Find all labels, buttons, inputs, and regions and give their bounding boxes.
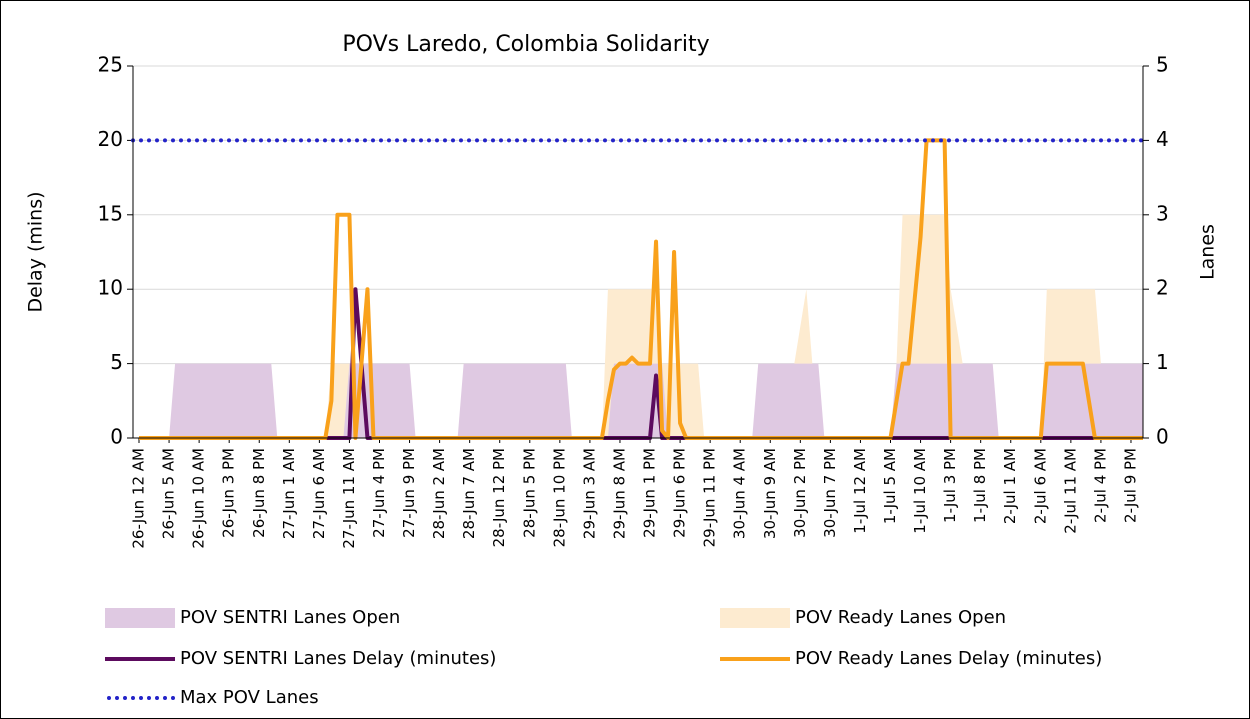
y2-tick-label: 0	[1156, 425, 1169, 449]
legend-label: POV SENTRI Lanes Open	[180, 607, 400, 628]
x-tick-label: 28-Jun 5 PM	[520, 448, 538, 538]
x-tick-label: 26-Jun 12 AM	[130, 448, 148, 549]
legend-label: Max POV Lanes	[180, 687, 319, 708]
x-tick-label: 30-Jun 9 AM	[761, 448, 779, 539]
x-tick-label: 28-Jun 10 PM	[550, 448, 568, 547]
x-tick-label: 28-Jun 12 PM	[490, 448, 508, 547]
x-tick-label: 28-Jun 7 AM	[460, 448, 478, 539]
area	[139, 214, 1143, 438]
x-tick-label: 2-Jul 6 AM	[1031, 448, 1049, 524]
x-tick-label: 1-Jul 5 AM	[881, 448, 899, 524]
legend-swatch	[105, 608, 175, 628]
legend-swatch	[720, 608, 790, 628]
x-tick-label: 29-Jun 1 PM	[641, 448, 659, 538]
y2-tick-label: 3	[1156, 201, 1169, 225]
x-tick-label: 29-Jun 8 AM	[610, 448, 628, 539]
x-tick-label: 26-Jun 10 AM	[190, 448, 208, 549]
chart-title: POVs Laredo, Colombia Solidarity	[342, 32, 709, 57]
y2-tick-label: 4	[1156, 127, 1169, 151]
x-tick-label: 27-Jun 11 AM	[340, 448, 358, 549]
x-tick-label: 26-Jun 3 PM	[220, 448, 238, 538]
x-tick-label: 2-Jul 11 AM	[1061, 448, 1079, 534]
x-tick-label: 1-Jul 3 PM	[941, 448, 959, 523]
x-tick-label: 2-Jul 1 AM	[1001, 448, 1019, 524]
x-tick-label: 27-Jun 4 PM	[370, 448, 388, 538]
line	[139, 138, 1143, 440]
y-tick-label: 5	[110, 350, 123, 374]
x-tick-label: 30-Jun 4 AM	[731, 448, 749, 539]
y-axis-label: Delay (mins)	[25, 191, 47, 312]
x-tick-label: 1-Jul 12 AM	[851, 448, 869, 534]
x-tick-label: 28-Jun 2 AM	[430, 448, 448, 539]
x-tick-label: 1-Jul 8 PM	[971, 448, 989, 523]
legend-label: POV SENTRI Lanes Delay (minutes)	[180, 648, 496, 669]
x-tick-label: 29-Jun 11 PM	[701, 448, 719, 547]
y2-axis-label: Lanes	[1197, 224, 1219, 280]
x-tick-label: 1-Jul 10 AM	[911, 448, 929, 534]
x-tick-label: 26-Jun 8 PM	[250, 448, 268, 538]
legend-label: POV Ready Lanes Open	[795, 607, 1006, 628]
y-tick-label: 20	[98, 127, 123, 151]
x-tick-label: 26-Jun 5 AM	[160, 448, 178, 539]
x-tick-label: 30-Jun 2 PM	[791, 448, 809, 538]
x-tick-label: 29-Jun 6 PM	[671, 448, 689, 538]
x-tick-label: 27-Jun 1 AM	[280, 448, 298, 539]
legend-label: POV Ready Lanes Delay (minutes)	[795, 648, 1102, 669]
x-tick-label: 27-Jun 9 PM	[400, 448, 418, 538]
y-tick-label: 10	[98, 276, 123, 300]
y-tick-label: 0	[110, 425, 123, 449]
x-tick-label: 27-Jun 6 AM	[310, 448, 328, 539]
x-tick-label: 2-Jul 4 PM	[1091, 448, 1109, 523]
y-tick-label: 25	[98, 53, 123, 77]
y2-tick-label: 1	[1156, 350, 1169, 374]
y2-tick-label: 2	[1156, 276, 1169, 300]
x-tick-label: 2-Jul 9 PM	[1121, 448, 1139, 523]
y-tick-label: 15	[98, 201, 123, 225]
x-tick-label: 29-Jun 3 AM	[580, 448, 598, 539]
y2-tick-label: 5	[1156, 53, 1169, 77]
x-tick-label: 30-Jun 7 PM	[821, 448, 839, 538]
